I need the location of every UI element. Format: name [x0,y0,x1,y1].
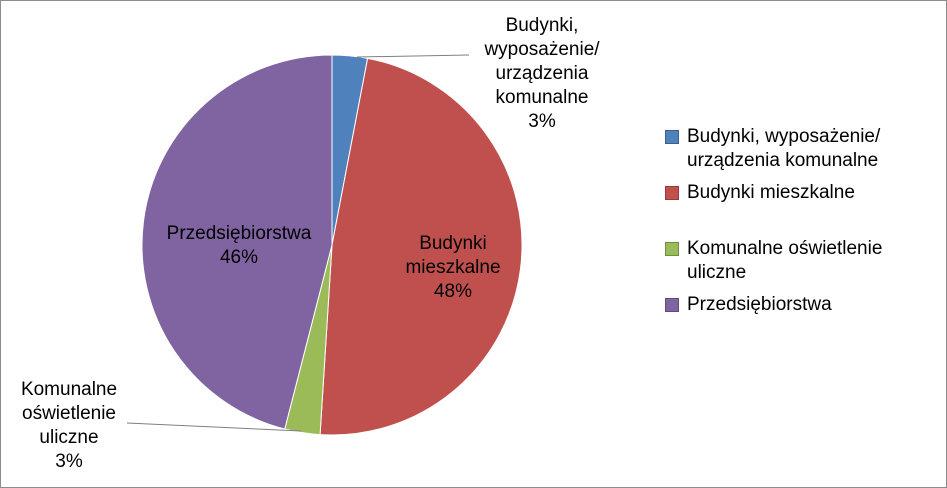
legend-label: Przedsiębiorstwa [687,294,832,315]
legend-item-oswietlenie: Komunalne oświetlenie uliczne [665,237,935,285]
data-label-line: oświetlenie [22,403,116,424]
data-label-line: 46% [220,247,258,268]
legend: Budynki, wyposażenie/ urządzenia komunal… [665,125,935,317]
data-label-line: urządzenia [496,63,589,84]
legend-label: Komunalne oświetlenie uliczne [687,238,883,283]
data-label-budynki-wyposazenie-urzadzenia-komunalne: Budynki, wyposażenie/urządzenia komunalne 3… [483,15,600,132]
legend-item-budynki-komunalne: Budynki, wyposażenie/ urządzenia komunal… [665,125,935,173]
data-label-line: mieszkalne [405,257,500,278]
data-label-line: Komunalne [21,379,117,400]
data-label-komunalne-oswietlenie-uliczne: Komunalne oświetlenie uliczne 3% [21,379,117,472]
data-label-line: uliczne [39,427,98,448]
data-label-line: 48% [434,281,472,302]
leader-line-komunalne-oswietlenie-uliczne [126,422,302,432]
leader-lines [126,54,470,432]
legend-swatch [665,242,679,256]
pie-slice-przedsiebiorstwa [141,54,333,430]
legend-swatch [665,298,679,312]
data-label-line: Budynki [419,233,487,254]
legend-label: Budynki mieszkalne [687,182,855,203]
legend-item-budynki-mieszkalne: Budynki mieszkalne [665,181,935,205]
data-label-line: Budynki, [506,15,579,36]
pie-slice-budynki-mieszkalne [319,57,523,436]
leader-line-budynki-wyposazenie-urzadzenia-komunalne [356,54,470,58]
legend-item-przedsiebiorstwa: Przedsiębiorstwa [665,293,935,317]
pie-slices [141,54,523,436]
data-label-line: 3% [55,451,83,472]
data-labels: Budynki, wyposażenie/urządzenia komunalne 3… [21,15,600,472]
data-label-budynki-mieszkalne: Budynki mieszkalne 48% [405,233,500,302]
legend-swatch [665,186,679,200]
legend-swatch [665,130,679,144]
data-label-line: wyposażenie/ [483,39,600,60]
legend-label: Budynki, wyposażenie/ urządzenia komunal… [687,126,881,171]
data-label-line: 3% [528,111,556,132]
data-label-line: Przedsiębiorstwa [167,223,312,244]
data-label-line: komunalne [496,87,589,108]
data-label-przedsiebiorstwa: Przedsiębiorstwa 46% [167,223,312,268]
